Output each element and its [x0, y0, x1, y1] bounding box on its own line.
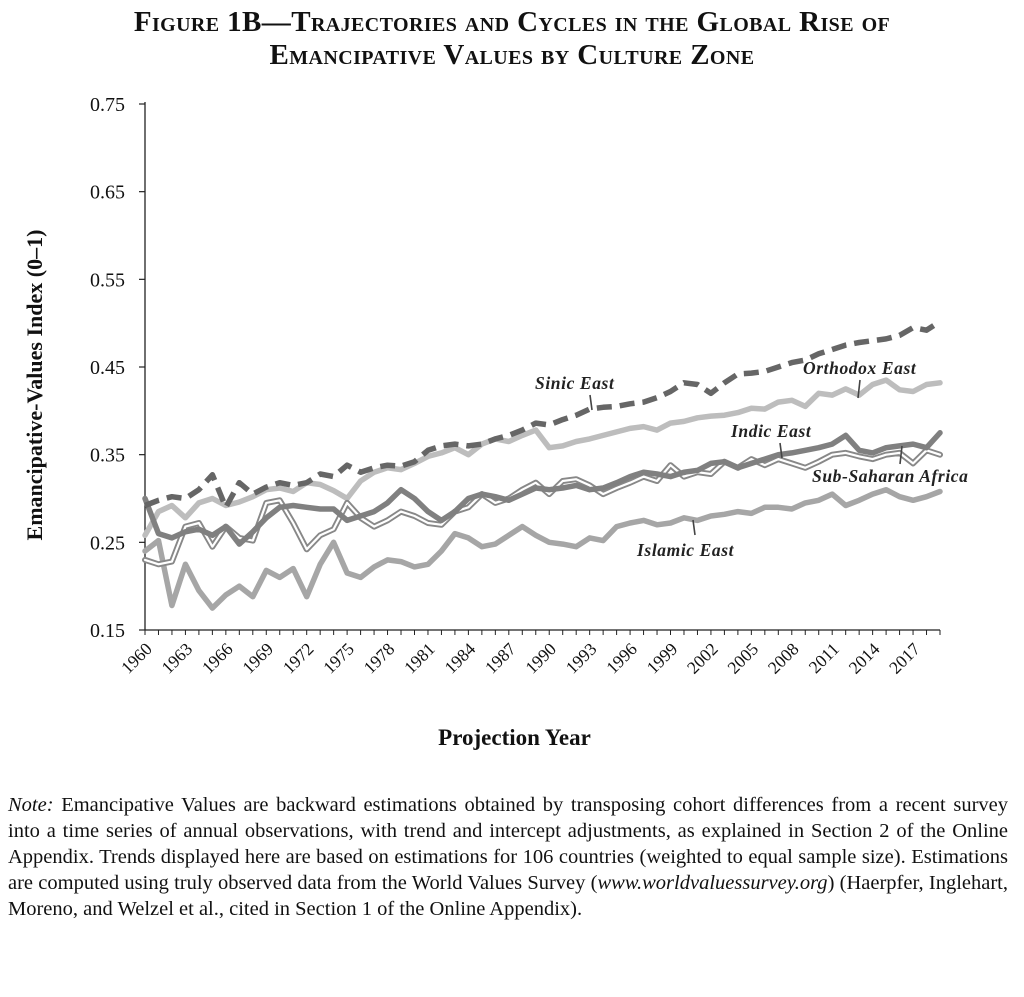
x-tick-label: 1975 — [319, 639, 358, 678]
x-tick-label: 1966 — [198, 639, 237, 678]
x-tick-label: 1981 — [400, 639, 439, 678]
note-label: Note: — [8, 794, 54, 816]
x-tick-label: 1984 — [440, 639, 479, 678]
x-tick-label: 2017 — [885, 639, 924, 678]
series-label-sinic-east: Sinic East — [535, 373, 615, 393]
figure-title-line1: Figure 1B—Trajectories and Cycles in the… — [133, 6, 891, 38]
y-axis-title: Emancipative-Values Index (0–1) — [22, 230, 47, 541]
note-link[interactable]: www.worldvaluessurvey.org — [597, 872, 828, 894]
x-tick-label: 2005 — [723, 639, 762, 678]
x-tick-label: 1999 — [642, 639, 681, 678]
x-tick-label: 1990 — [521, 639, 560, 678]
x-tick-label: 1972 — [279, 639, 318, 678]
y-tick-label: 0.65 — [90, 182, 125, 204]
x-axis-title: Projection Year — [438, 725, 591, 750]
line-chart: 0.15 0.25 0.35 0.45 0.55 0.65 0.75 1960 1963 1966… — [22, 94, 969, 750]
series-line-indic-east — [142, 430, 943, 547]
series-label-islamic-east: Islamic East — [636, 540, 735, 560]
series-label-orthodox-east: Orthodox East — [803, 358, 917, 378]
figure-title-line2: Emancipative Values by Culture Zone — [269, 39, 755, 71]
series-line-orthodox-east — [142, 377, 943, 539]
y-tick-label: 0.75 — [90, 94, 125, 116]
series-line-islamic-east — [142, 486, 943, 611]
x-tick-label: 2014 — [845, 639, 884, 678]
series-label-indic-east: Indic East — [730, 421, 812, 441]
y-tick-label: 0.45 — [90, 357, 125, 379]
x-tick-label: 1978 — [359, 639, 398, 678]
y-tick-label: 0.55 — [90, 269, 125, 291]
x-tick-label: 2002 — [683, 639, 722, 678]
figure-note: Note: Emancipative Values are backward e… — [8, 792, 1008, 922]
x-tick-label: 1996 — [602, 639, 641, 678]
x-tick-label: 2008 — [764, 639, 803, 678]
x-tick-label: 1960 — [117, 639, 156, 678]
leader-line-sub-saharan-africa — [899, 445, 903, 465]
x-tick-label: 1993 — [562, 639, 601, 678]
x-tick-label: 1963 — [157, 639, 196, 678]
note-text-2: ) (Haerpfer, Inglehart, Moreno, and Welz… — [8, 872, 1008, 920]
leader-line-orthodox-east — [857, 379, 861, 399]
x-tick-label: 1987 — [481, 639, 520, 678]
note-text-1: Emancipative Values are backward estimat… — [8, 794, 1008, 894]
leader-line-islamic-east — [692, 519, 696, 536]
series-layer — [142, 319, 943, 611]
series-label-sub-saharan-africa: Sub-Saharan Africa — [812, 466, 969, 486]
series-labels: Sinic East Orthodox East Indic East Sub-Sah… — [535, 358, 969, 560]
y-tick-label: 0.35 — [90, 445, 125, 467]
figure-title: Figure 1B—Trajectories and Cycles in the… — [0, 6, 1024, 72]
leader-line-indic-east — [779, 442, 783, 459]
x-tick-label: 2011 — [805, 639, 843, 677]
x-tick-label: 1969 — [238, 639, 277, 678]
y-tick-label: 0.25 — [90, 532, 125, 554]
series-line-sinic-east — [144, 319, 942, 511]
y-tick-label: 0.15 — [90, 620, 125, 642]
leader-line-sinic-east — [589, 394, 593, 411]
